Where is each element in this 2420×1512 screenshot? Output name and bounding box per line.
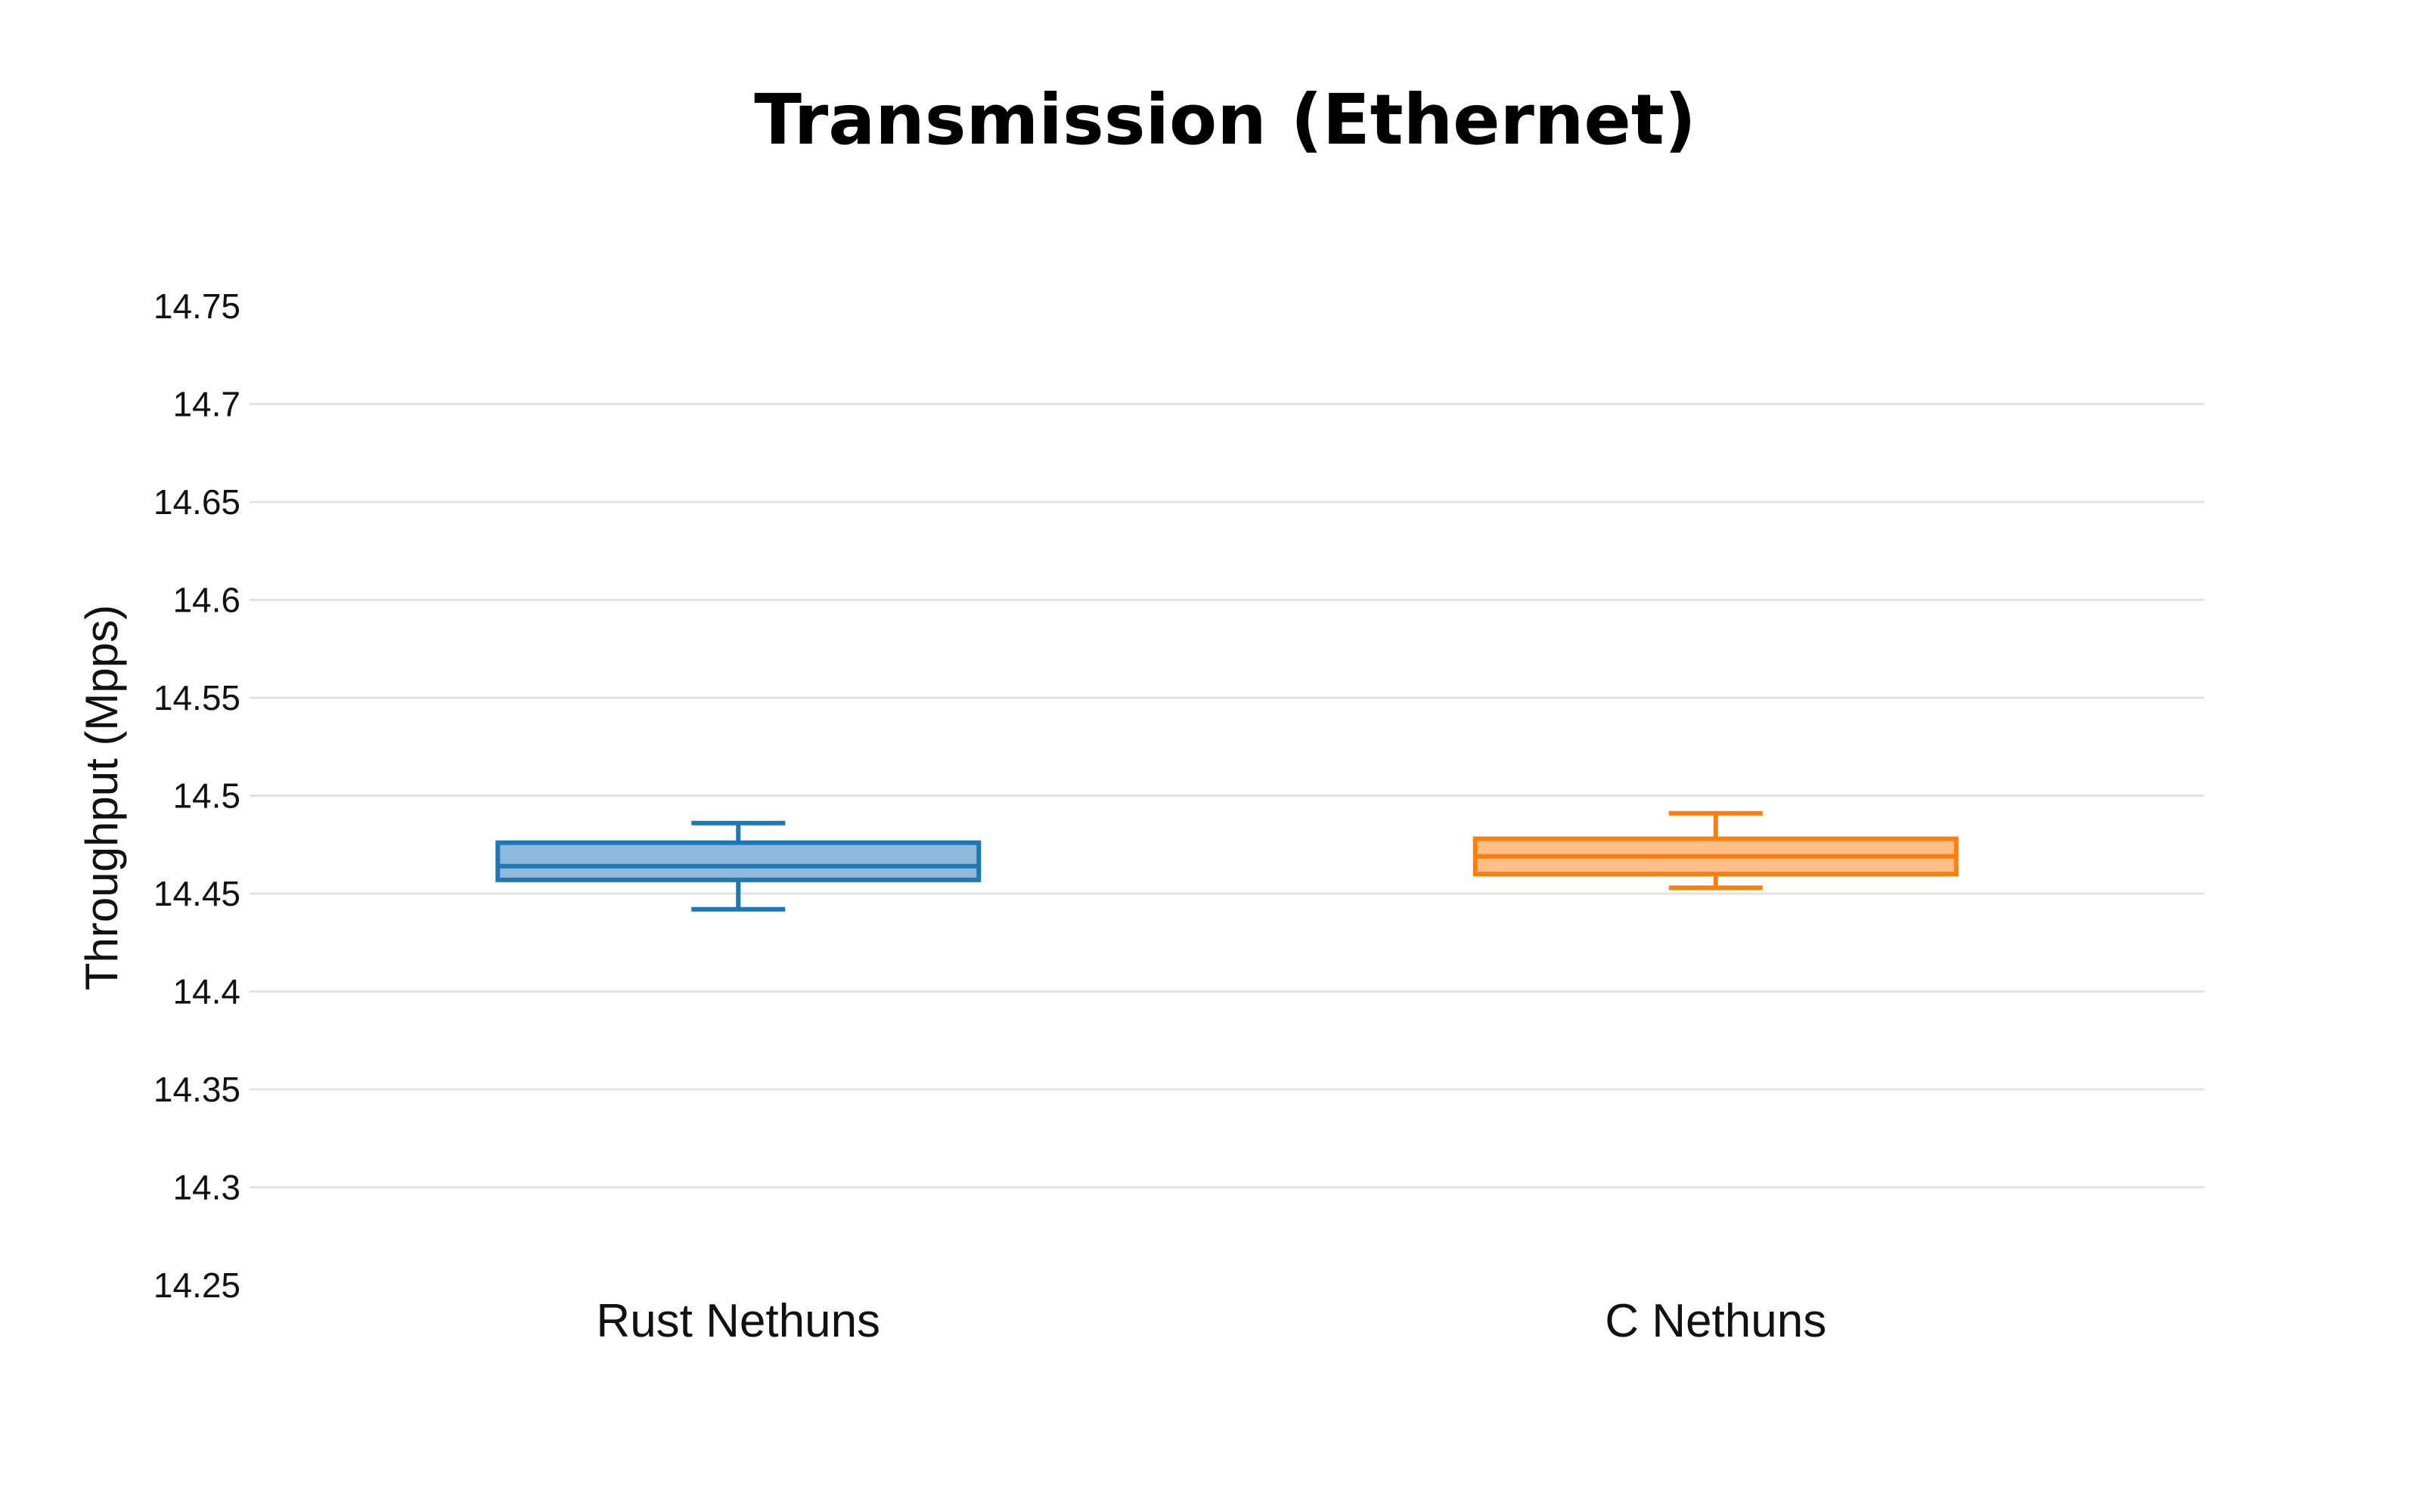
y-tick-label: 14.5 — [172, 776, 240, 816]
box-c-nethuns — [1472, 810, 1959, 891]
y-tick-label: 14.4 — [172, 972, 240, 1012]
y-tick-label: 14.35 — [154, 1070, 240, 1109]
x-category-label: Rust Nethuns — [596, 1295, 880, 1347]
x-category-label: C Nethuns — [1605, 1295, 1826, 1347]
y-tick-label: 14.65 — [154, 482, 240, 522]
y-axis-label: Throughput (Mpps) — [76, 605, 127, 990]
y-tick-label: 14.45 — [154, 874, 240, 913]
gridlines — [250, 403, 2204, 1188]
y-tick-label: 14.6 — [172, 581, 240, 620]
y-axis-ticks: 14.25 14.3 14.35 14.4 14.45 14.5 14.55 14.6 14.6… — [154, 287, 240, 1305]
x-axis-categories: Rust Nethuns C Nethuns — [596, 1295, 1826, 1347]
boxes — [495, 810, 1959, 912]
y-tick-label: 14.75 — [154, 287, 240, 326]
y-tick-label: 14.7 — [172, 385, 240, 424]
y-tick-label: 14.25 — [154, 1266, 240, 1305]
box-rust-nethuns — [495, 820, 982, 912]
chart-title: Transmission (Ethernet) — [754, 79, 1696, 160]
interquartile-box — [495, 840, 982, 882]
y-tick-label: 14.55 — [154, 678, 240, 717]
y-tick-label: 14.3 — [172, 1168, 240, 1207]
